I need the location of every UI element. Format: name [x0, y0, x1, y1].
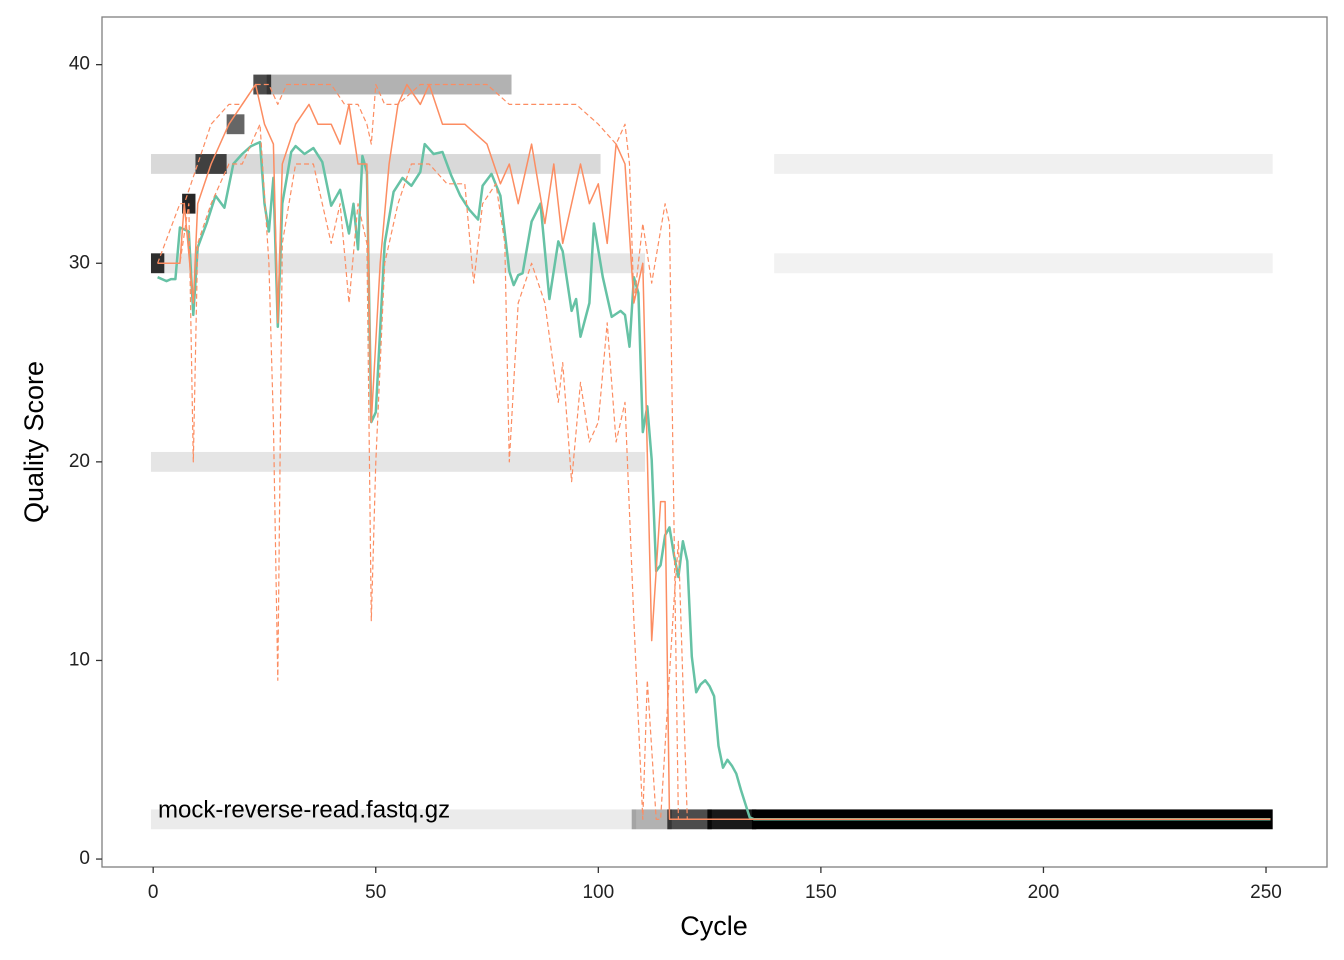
y-tick-label: 10 — [69, 649, 90, 670]
x-tick-label: 50 — [365, 882, 386, 903]
y-tick-label: 20 — [69, 451, 90, 472]
heat-tile — [774, 154, 1273, 174]
x-axis-title: Cycle — [680, 911, 748, 941]
x-tick-label: 250 — [1250, 882, 1282, 903]
heat-tile — [253, 74, 272, 95]
x-tick-label: 0 — [148, 882, 159, 903]
y-tick-label: 40 — [69, 54, 90, 75]
heat-tile — [631, 809, 672, 830]
heat-tile — [774, 253, 1273, 274]
heat-tile — [226, 114, 245, 135]
annotation: mock-reverse-read.fastq.gz — [158, 796, 450, 823]
series-line — [157, 140, 1271, 821]
x-tick-label: 100 — [582, 882, 614, 903]
y-tick-label: 30 — [69, 252, 90, 273]
heat-tile — [150, 809, 637, 830]
x-tick-label: 150 — [805, 882, 837, 903]
panel-border — [101, 16, 1328, 868]
series-line — [157, 83, 1271, 821]
x-tick-label: 200 — [1028, 882, 1060, 903]
y-axis-title: Quality Score — [19, 361, 49, 523]
heatmap — [150, 74, 1273, 830]
heat-tile — [150, 253, 646, 274]
lines — [157, 83, 1271, 821]
heat-tile — [266, 74, 512, 95]
series-line — [157, 123, 1271, 820]
y-tick-label: 0 — [79, 848, 90, 869]
series-line — [157, 83, 1271, 820]
